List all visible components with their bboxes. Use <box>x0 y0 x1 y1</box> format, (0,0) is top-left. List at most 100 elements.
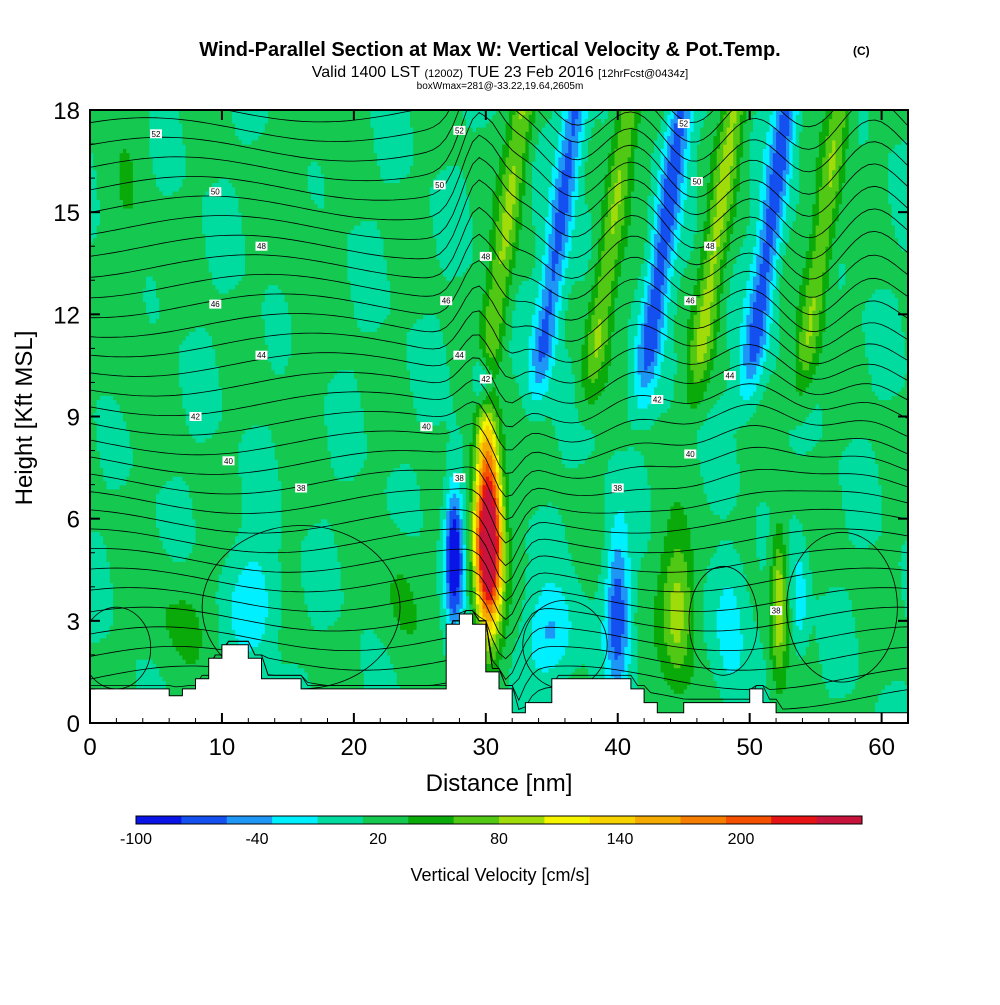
velocity-cell <box>99 637 174 643</box>
velocity-cell <box>505 548 510 554</box>
velocity-cell <box>548 233 556 239</box>
velocity-cell <box>825 288 876 294</box>
velocity-cell <box>360 642 385 647</box>
velocity-cell <box>802 305 810 311</box>
velocity-cell <box>673 246 678 252</box>
velocity-cell <box>703 608 718 613</box>
velocity-cell <box>604 471 649 477</box>
velocity-cell <box>739 322 747 328</box>
velocity-cell <box>749 331 764 337</box>
velocity-cell <box>581 382 606 388</box>
velocity-cell <box>330 454 368 460</box>
velocity-cell <box>802 390 876 396</box>
velocity-cell <box>281 480 388 486</box>
velocity-cell <box>614 591 622 596</box>
velocity-cell <box>723 267 734 273</box>
velocity-cell <box>680 582 688 588</box>
velocity-cell <box>703 625 718 630</box>
velocity-cell <box>505 539 510 545</box>
velocity-cell <box>759 276 767 281</box>
velocity-cell <box>508 667 543 673</box>
velocity-cell <box>508 671 573 677</box>
velocity-cell <box>499 399 523 405</box>
velocity-cell <box>660 224 672 230</box>
velocity-cell <box>538 344 550 349</box>
velocity-cell <box>851 599 906 605</box>
velocity-cell <box>792 629 813 635</box>
velocity-cell <box>475 463 480 469</box>
velocity-cell <box>769 267 774 273</box>
velocity-cell <box>789 578 797 584</box>
velocity-cell <box>182 654 200 660</box>
velocity-cell <box>221 407 325 413</box>
velocity-cell <box>508 348 530 354</box>
velocity-cell <box>508 339 530 345</box>
velocity-cell <box>462 446 470 452</box>
velocity-cell <box>739 382 757 388</box>
velocity-cell <box>485 450 490 456</box>
velocity-cell <box>588 331 596 337</box>
velocity-cell <box>578 416 629 422</box>
velocity-cell <box>472 527 477 533</box>
velocity-cell <box>492 258 500 264</box>
velocity-cell <box>564 250 569 256</box>
velocity-cell <box>525 548 569 554</box>
velocity-cell <box>726 331 741 337</box>
velocity-cell <box>630 574 639 579</box>
velocity-cell <box>654 276 665 281</box>
velocity-cell <box>278 459 332 464</box>
velocity-cell <box>459 599 464 605</box>
velocity-cell <box>861 327 902 332</box>
velocity-cell <box>802 565 810 571</box>
velocity-cell <box>630 578 639 584</box>
velocity-cell <box>769 705 876 711</box>
velocity-cell <box>109 574 220 579</box>
velocity-cell <box>449 544 461 550</box>
velocity-cell <box>482 297 490 303</box>
velocity-cell <box>776 561 784 567</box>
velocity-cell <box>482 305 487 311</box>
velocity-cell <box>795 318 804 324</box>
velocity-cell <box>604 386 629 392</box>
velocity-cell <box>90 327 197 332</box>
velocity-cell <box>482 642 494 647</box>
velocity-cell <box>475 531 480 537</box>
velocity-cell <box>825 314 863 320</box>
velocity-cell <box>607 586 616 592</box>
velocity-cell <box>502 476 507 481</box>
velocity-cell <box>479 556 484 562</box>
velocity-cell <box>413 395 454 401</box>
velocity-cell <box>515 637 533 643</box>
velocity-cell <box>479 620 484 626</box>
velocity-cell <box>535 297 543 303</box>
velocity-cell <box>789 539 807 545</box>
velocity-cell <box>795 335 800 341</box>
velocity-cell <box>90 288 144 294</box>
velocity-cell <box>390 284 487 290</box>
velocity-cell <box>723 280 731 286</box>
velocity-cell <box>607 629 612 635</box>
velocity-cell <box>785 569 790 575</box>
velocity-cell <box>324 395 362 401</box>
velocity-cell <box>462 556 467 562</box>
velocity-cell <box>845 510 883 516</box>
velocity-cell <box>812 569 903 575</box>
velocity-cell <box>766 680 777 686</box>
velocity-cell <box>637 331 642 337</box>
velocity-cell <box>667 310 678 315</box>
velocity-cell <box>703 267 711 273</box>
velocity-cell <box>469 539 474 545</box>
velocity-cell <box>452 395 487 401</box>
velocity-cell <box>310 616 338 622</box>
velocity-cell <box>644 241 652 247</box>
velocity-cell <box>650 293 662 298</box>
velocity-cell <box>485 318 503 324</box>
velocity-cell <box>769 310 774 315</box>
velocity-cell <box>736 599 751 605</box>
velocity-cell <box>762 254 771 260</box>
velocity-cell <box>584 339 589 345</box>
velocity-cell <box>795 425 823 430</box>
velocity-cell <box>647 365 655 371</box>
velocity-cell <box>759 637 771 643</box>
velocity-cell <box>439 595 444 601</box>
